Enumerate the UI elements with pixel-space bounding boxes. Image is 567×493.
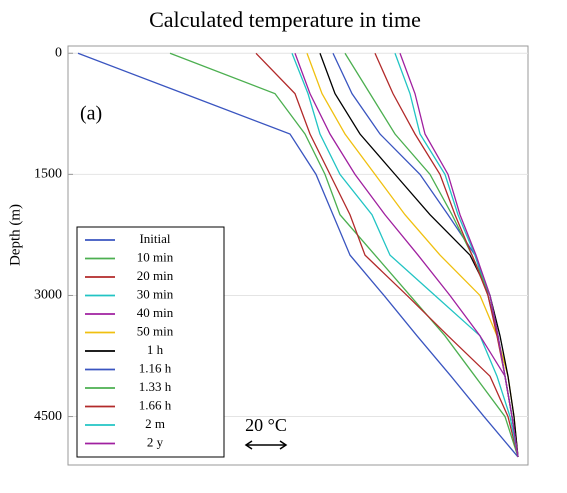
legend-label: 1.33 h: [139, 379, 172, 394]
y-tick-label: 4500: [34, 409, 62, 424]
annotation: (a): [80, 103, 102, 125]
series-line: [319, 53, 519, 457]
series-line: [294, 53, 519, 458]
legend-label: 40 min: [137, 305, 174, 320]
series-line: [306, 53, 519, 457]
chart-title: Calculated temperature in time: [149, 7, 421, 32]
legend-box: [76, 226, 225, 458]
series-line: [255, 52, 519, 458]
legend-label: 50 min: [137, 323, 174, 338]
plot-frame: [67, 45, 529, 466]
lines: [77, 52, 519, 458]
scale-bar-label: 20 °C: [245, 415, 287, 435]
series-line: [374, 53, 519, 458]
legend-label: 2 m: [145, 416, 165, 431]
legend-label: 1 h: [147, 342, 164, 357]
series-line: [77, 52, 519, 458]
legend-label: 1.66 h: [139, 397, 172, 412]
legend-label: Initial: [139, 231, 170, 246]
legend-label: 10 min: [137, 249, 174, 264]
series-line: [399, 53, 519, 458]
series-line: [169, 52, 519, 458]
legend-label: 30 min: [137, 286, 174, 301]
y-tick-label: 0: [55, 45, 62, 60]
series-line: [344, 52, 519, 458]
series-line: [291, 53, 519, 458]
legend-label: 2 y: [147, 434, 164, 449]
scale-bar: [244, 440, 288, 450]
legend-label: 1.16 h: [139, 360, 172, 375]
legend: Initial 10 min 20 min 30 min 40 min 50 min 1 h…: [76, 226, 225, 458]
y-tick-label: 1500: [34, 167, 62, 182]
y-axis-label: Depth (m): [7, 204, 23, 266]
legend-label: 20 min: [137, 268, 174, 283]
y-tick-label: 3000: [34, 288, 62, 303]
